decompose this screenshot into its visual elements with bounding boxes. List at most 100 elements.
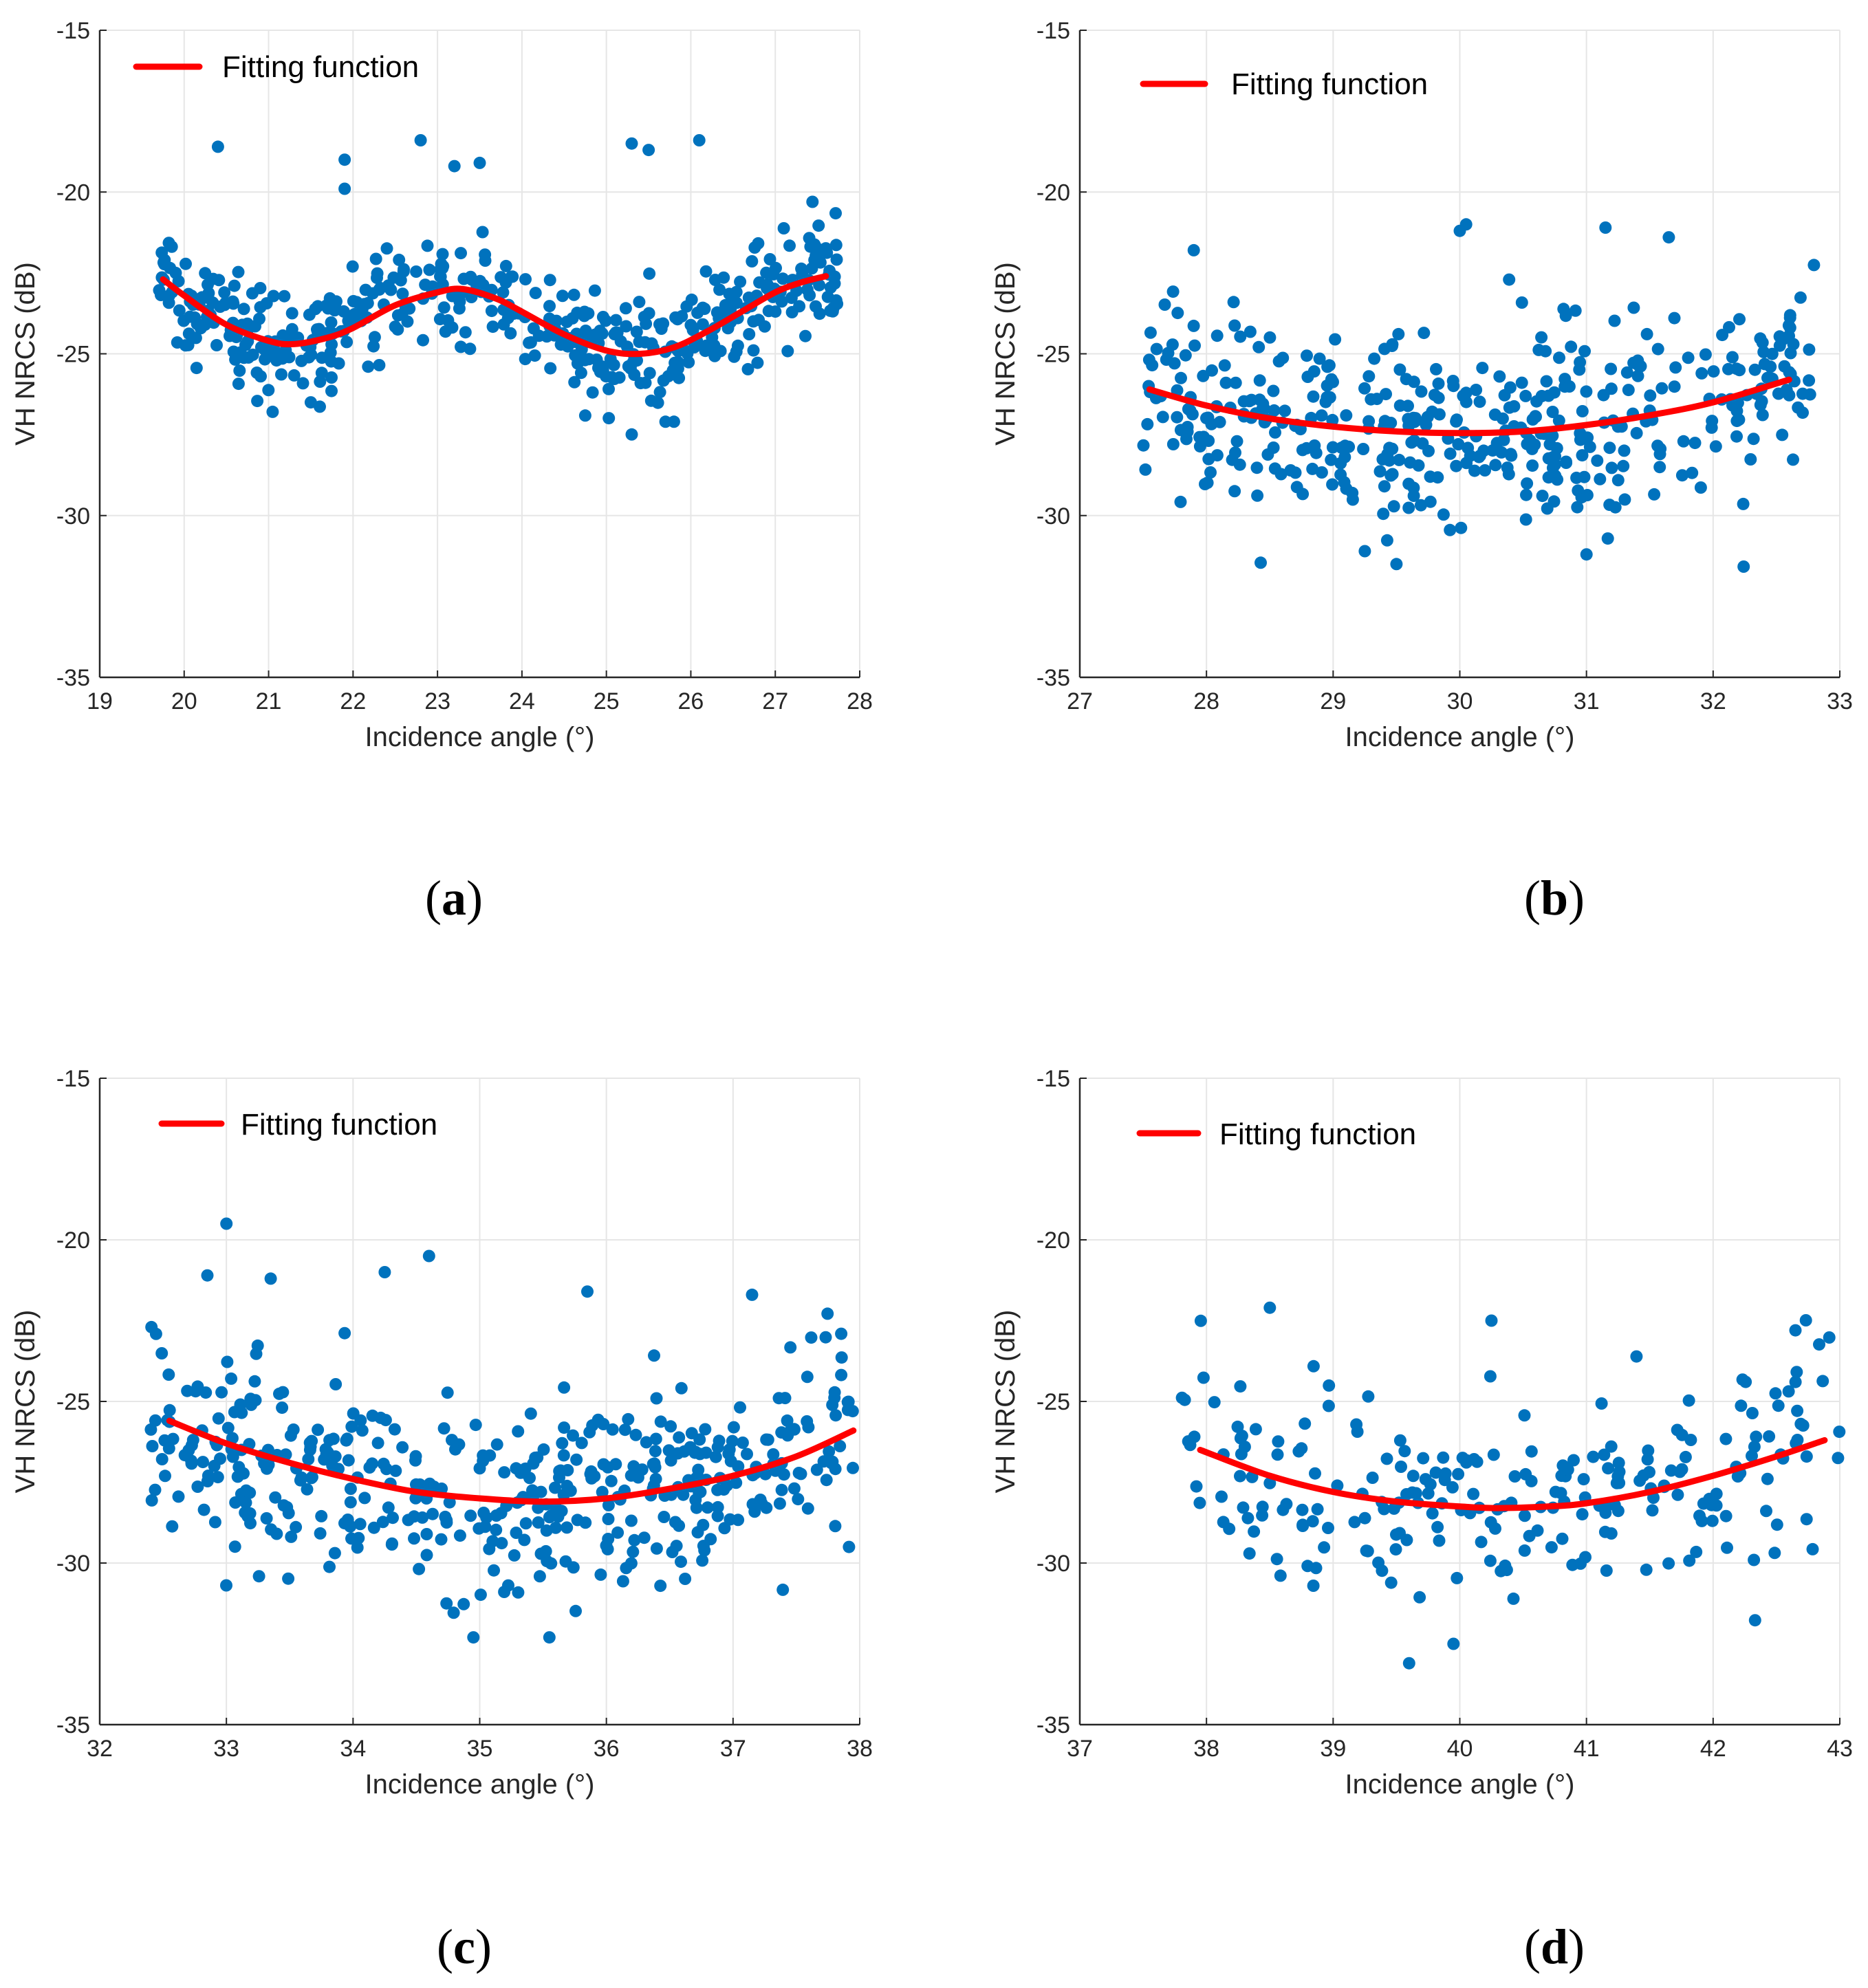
data-point <box>1362 370 1376 383</box>
data-point <box>1591 454 1604 467</box>
data-point <box>1331 1479 1344 1492</box>
data-point <box>553 1471 565 1484</box>
data-point <box>696 301 709 314</box>
data-point <box>1662 1557 1675 1570</box>
data-point <box>266 405 279 418</box>
data-point <box>1162 347 1175 360</box>
data-point <box>581 1285 594 1298</box>
data-point <box>356 1424 369 1437</box>
data-point <box>1402 1657 1415 1670</box>
data-point <box>1202 435 1215 447</box>
data-point <box>776 272 790 285</box>
data-point <box>1372 1556 1385 1569</box>
data-point <box>752 237 765 250</box>
data-point <box>1256 1500 1269 1514</box>
data-point <box>1816 1375 1829 1388</box>
scatter-points <box>1175 1301 1846 1670</box>
data-point <box>1272 355 1285 368</box>
data-point <box>473 1522 486 1535</box>
data-point <box>1252 340 1266 353</box>
data-point <box>380 242 393 255</box>
data-point <box>1318 1541 1331 1554</box>
data-point <box>1535 331 1548 344</box>
data-point <box>1338 476 1351 489</box>
data-point <box>1777 333 1790 346</box>
data-point <box>1608 314 1621 327</box>
data-point <box>1644 389 1657 402</box>
data-point <box>1175 371 1187 384</box>
data-point <box>1426 405 1439 418</box>
data-point <box>345 1532 358 1545</box>
data-point <box>275 368 287 381</box>
data-point <box>302 1453 315 1465</box>
data-point <box>439 325 452 338</box>
data-point <box>1306 1515 1319 1528</box>
data-point <box>1467 1487 1480 1500</box>
data-point <box>1526 459 1539 472</box>
data-point <box>401 315 414 328</box>
data-point <box>201 1269 214 1282</box>
data-point <box>285 307 298 320</box>
data-point <box>1547 386 1561 399</box>
data-point <box>1270 1553 1283 1566</box>
data-point <box>1431 1520 1444 1533</box>
data-point <box>391 323 404 336</box>
data-point <box>1234 330 1247 343</box>
data-point <box>566 312 579 325</box>
data-point <box>762 305 775 318</box>
data-point <box>354 1518 367 1531</box>
data-point <box>1267 384 1280 397</box>
data-point <box>1437 1451 1450 1464</box>
data-point <box>447 1606 460 1619</box>
data-point <box>269 1491 282 1504</box>
data-point <box>232 378 245 391</box>
data-point <box>828 1391 841 1404</box>
data-point <box>277 1499 290 1512</box>
data-point <box>1561 1463 1574 1476</box>
data-point <box>1413 1591 1426 1604</box>
data-point <box>777 1468 790 1481</box>
chart-panel-d: 37 38 39 40 41 42 43 -35 -30 -25 -20 -15 Incidence a… <box>990 1066 1853 1974</box>
data-point <box>812 219 825 232</box>
data-point <box>190 362 203 375</box>
data-point <box>259 353 272 366</box>
data-point <box>831 297 844 310</box>
data-point <box>1640 327 1653 340</box>
data-point <box>1671 1488 1684 1501</box>
data-point <box>276 1401 289 1414</box>
fitting-curve <box>160 273 829 358</box>
data-point <box>1703 1492 1716 1505</box>
data-point <box>1213 415 1226 428</box>
data-point <box>282 1572 295 1585</box>
data-point <box>504 327 517 340</box>
data-point <box>699 1423 712 1436</box>
data-point <box>1229 446 1241 459</box>
x-tick-label: 27 <box>1067 688 1093 714</box>
data-point <box>1495 1564 1508 1577</box>
data-point <box>237 351 250 364</box>
data-point <box>1528 438 1541 451</box>
data-point <box>1181 425 1194 438</box>
data-point <box>1389 1543 1402 1556</box>
data-point <box>1408 415 1421 428</box>
data-point <box>625 428 638 441</box>
data-point <box>728 289 741 301</box>
data-point <box>578 305 591 318</box>
data-point <box>480 1511 493 1524</box>
data-point <box>743 328 756 340</box>
data-point <box>638 1531 651 1544</box>
data-point <box>654 1415 667 1428</box>
data-point <box>556 290 569 303</box>
data-point <box>338 153 351 166</box>
data-point <box>312 323 325 336</box>
data-point <box>441 1386 454 1399</box>
data-point <box>1279 404 1292 417</box>
data-point <box>483 1542 496 1555</box>
data-point <box>1432 377 1445 390</box>
x-tick-label: 32 <box>87 1736 113 1762</box>
data-point <box>578 409 591 422</box>
data-point <box>1733 413 1746 426</box>
data-point <box>1706 1514 1719 1527</box>
data-point <box>260 1512 273 1525</box>
